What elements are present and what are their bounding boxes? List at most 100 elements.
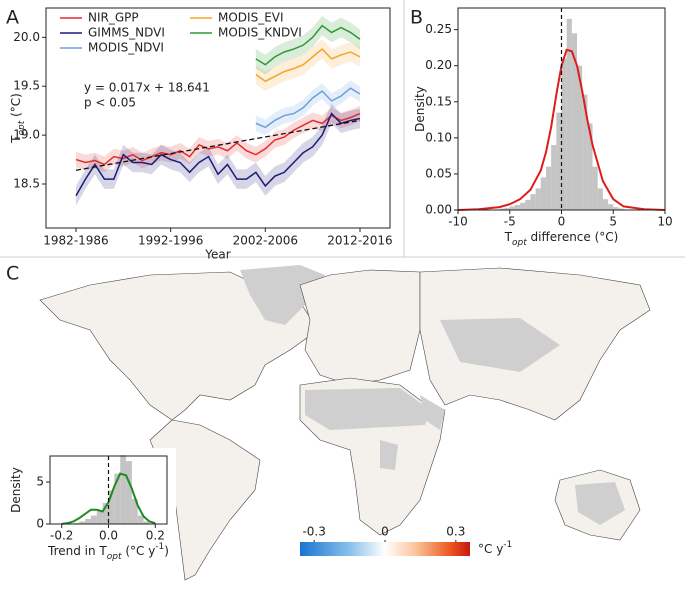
histogram-bar [525, 199, 531, 210]
histogram-bar [587, 123, 593, 210]
label-part: opt [512, 238, 527, 248]
density-curve [61, 472, 156, 525]
histogram-bar [608, 204, 614, 210]
histogram-bar [131, 498, 138, 524]
y-tick-label: 0.20 [425, 58, 452, 72]
histogram-bar [114, 473, 121, 524]
histogram-bar [520, 202, 526, 210]
y-tick-label: 19.5 [13, 79, 40, 93]
error-band [255, 80, 360, 136]
histogram-bar [504, 207, 510, 210]
annotation: y = 0.017x + 18.641 [84, 81, 210, 95]
label-part: Density [413, 86, 427, 132]
label-part: (°C y [122, 544, 156, 558]
world-map [39, 265, 651, 581]
histogram-bar [126, 461, 132, 524]
histogram-bar [566, 18, 572, 211]
x-tick-label: 2012-2016 [327, 234, 392, 248]
histogram-bar [137, 515, 144, 524]
x-axis-label: Year [204, 248, 230, 262]
label-part: °C y [478, 542, 503, 556]
legend-label: NIR_GPP [88, 11, 139, 25]
y-axis-label: Topt (°C) [9, 93, 27, 144]
y-tick-label: 19.0 [13, 128, 40, 142]
series-line [75, 112, 361, 166]
colorbar [300, 542, 470, 556]
y-tick-label: 18.5 [13, 177, 40, 191]
series-line [255, 24, 361, 66]
label-part: -1 [155, 542, 164, 552]
histogram-bar [545, 166, 552, 210]
colorbar-tick-label: 0 [381, 525, 389, 539]
error-band [255, 39, 360, 92]
label-part: opt [107, 552, 122, 562]
x-tick-label: 1992-1996 [138, 234, 203, 248]
x-tick-label: 0 [558, 215, 566, 229]
histogram-bar [79, 521, 86, 524]
y-tick-label: 0.05 [425, 166, 452, 180]
histogram-bar [108, 490, 115, 524]
histogram-bar [85, 518, 91, 524]
y-tick-label: 0.10 [425, 130, 452, 144]
y-axis-label: Density [9, 467, 23, 513]
plot-frame [45, 7, 391, 229]
histogram-bar [556, 112, 562, 210]
histogram-bar [571, 33, 578, 210]
x-tick-label: -0.2 [50, 529, 73, 543]
histogram-bar [90, 515, 97, 524]
y-tick-label: 0.00 [425, 203, 452, 217]
label-part: -1 [503, 540, 512, 550]
histogram-bar [540, 177, 546, 210]
colorbar-tick-label: 0.3 [446, 525, 465, 539]
histogram-bar [530, 194, 536, 210]
histogram-bar [561, 58, 567, 210]
histogram-bar [96, 510, 103, 524]
histogram-bar [514, 204, 521, 210]
legend-label: GIMMS_NDVI [88, 26, 165, 40]
legend-label: MODIS_EVI [218, 11, 284, 25]
label-part: ) [164, 544, 169, 558]
histogram-bar [592, 166, 598, 210]
y-tick-label: 5 [36, 475, 44, 489]
x-tick-label: 1982-1986 [43, 234, 108, 248]
colorbar-unit: °C y-1 [478, 540, 512, 556]
histogram-bar [577, 65, 583, 210]
histogram-bar [535, 188, 541, 210]
series-line [255, 48, 361, 83]
histogram-bar [602, 199, 609, 210]
x-tick-label: -10 [448, 215, 468, 229]
histogram-bar [551, 145, 557, 210]
legend-label: MODIS_KNDVI [218, 26, 302, 40]
colorbar-tick-label: -0.3 [302, 525, 325, 539]
x-tick-label: 10 [657, 215, 672, 229]
histogram-bar [582, 94, 588, 210]
label-part: difference (°C) [527, 230, 619, 244]
label-part: Density [9, 467, 23, 513]
histogram-bar [120, 455, 127, 524]
panel-label: A [6, 7, 19, 29]
histogram-bar [618, 208, 624, 210]
x-axis-label: Topt difference (°C) [504, 230, 619, 248]
annotation: p < 0.05 [84, 96, 136, 110]
label-part: opt [17, 120, 27, 135]
y-tick-label: 20.0 [13, 30, 40, 44]
x-tick-label: 0.0 [99, 529, 118, 543]
x-axis-label: Trend in Topt (°C y-1) [47, 542, 169, 562]
error-band [76, 105, 360, 173]
x-tick-label: -5 [504, 215, 516, 229]
label-part: (°C) [9, 93, 23, 121]
label-part: T [9, 135, 23, 144]
x-tick-label: 0.2 [146, 529, 165, 543]
legend-label: MODIS_NDVI [88, 41, 164, 55]
label-part: T [504, 230, 513, 244]
panel-label: B [410, 7, 423, 29]
series-line [255, 87, 361, 129]
histogram-bar [613, 207, 619, 210]
x-tick-label: 5 [609, 215, 617, 229]
density-curve [457, 48, 666, 211]
y-tick-label: 0 [36, 517, 44, 531]
y-axis-label: Density [413, 86, 427, 132]
label-part: Trend in T [47, 544, 107, 558]
histogram-bar [143, 521, 150, 524]
y-tick-label: 0.25 [425, 22, 452, 36]
